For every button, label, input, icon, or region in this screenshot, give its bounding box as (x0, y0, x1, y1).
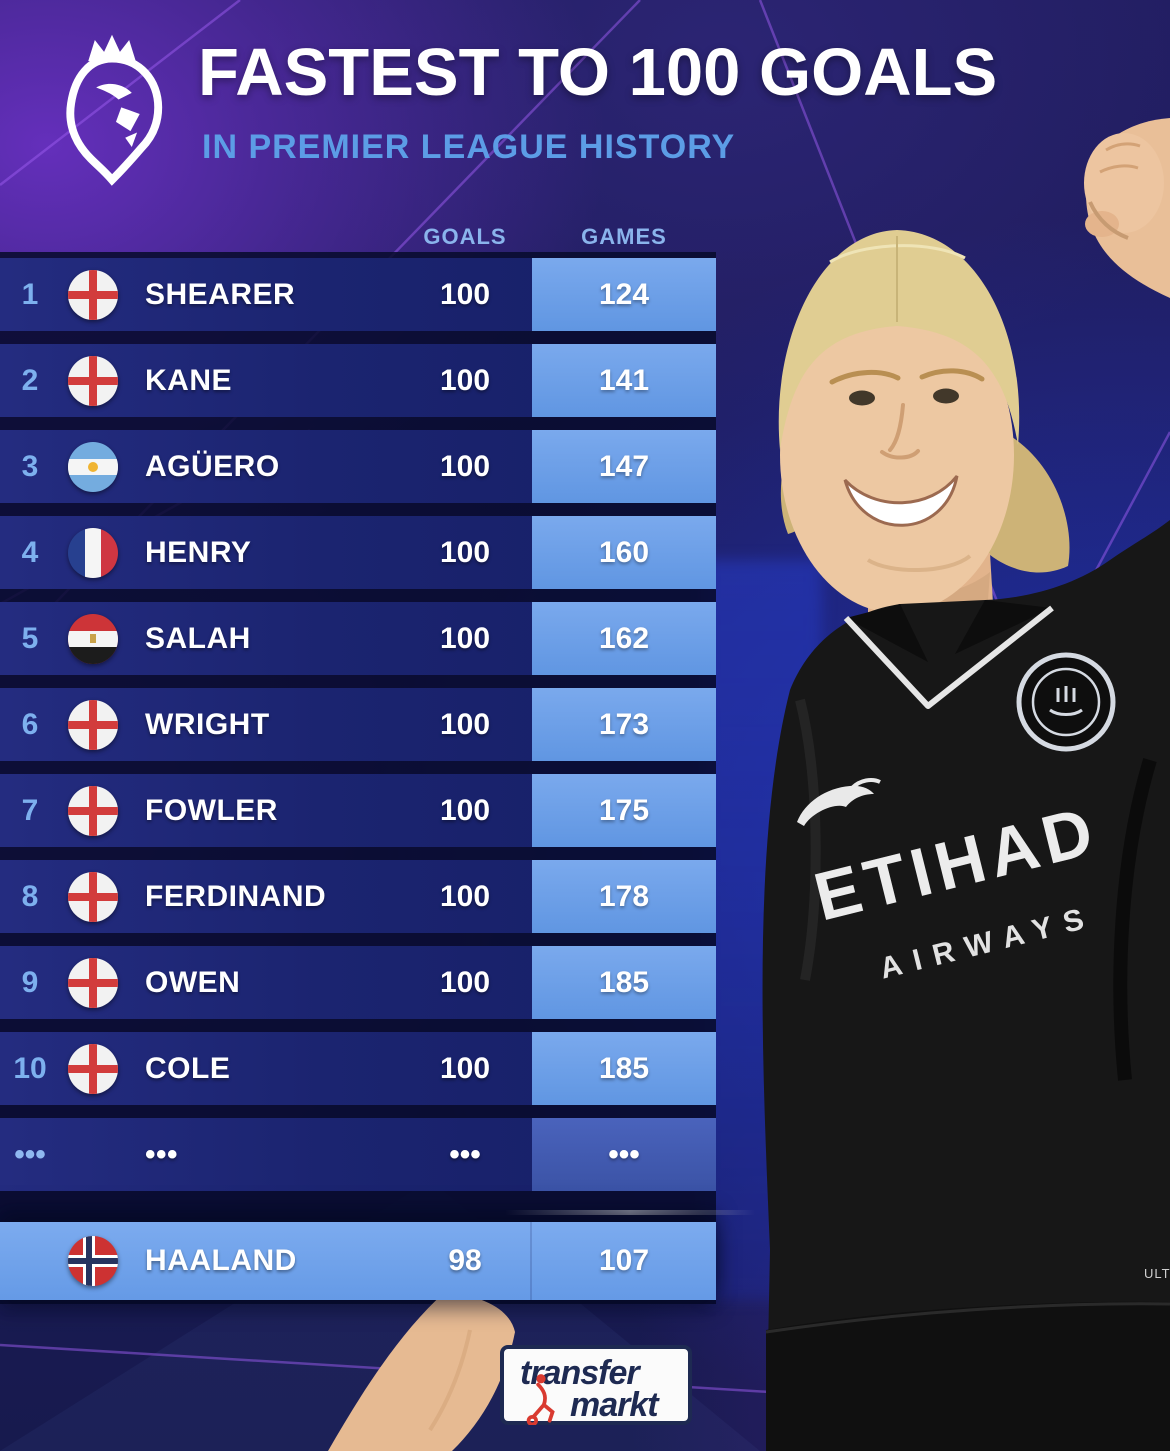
table-row: 10 COLE 100 185 (0, 1032, 716, 1105)
table-row: 9 OWEN 100 185 (0, 946, 716, 1019)
games-cell: 160 (532, 516, 716, 589)
table-row: 3 AGÜERO 100 147 (0, 430, 716, 503)
games-value: 173 (598, 707, 650, 741)
player-name: SALAH (145, 621, 251, 655)
puma-logo-icon (797, 778, 881, 826)
rank-value: ••• (14, 1137, 46, 1171)
games-cell: 124 (532, 258, 716, 331)
games-cell: 107 (530, 1222, 716, 1300)
player-name: ••• (145, 1137, 179, 1171)
transfermarkt-player-figure-icon (526, 1374, 555, 1425)
rank-value: 3 (21, 449, 39, 483)
rank-value: 1 (21, 277, 39, 311)
player-name: WRIGHT (145, 707, 270, 741)
player-name: AGÜERO (145, 449, 280, 483)
goals-value: 100 (439, 449, 491, 483)
table-row: 5 SALAH 100 162 (0, 602, 716, 675)
table-row-ellipsis: ••• ••• ••• ••• (0, 1118, 716, 1191)
england-flag-icon (68, 871, 118, 922)
rank-value: 4 (21, 535, 39, 569)
lower-arm (328, 1292, 515, 1451)
premier-league-lion-icon (66, 34, 163, 186)
games-cell: 141 (532, 344, 716, 417)
column-header-goals: GOALS (423, 224, 507, 249)
goals-value: ••• (449, 1137, 481, 1171)
games-cell: 185 (532, 946, 716, 1019)
page-title: FASTEST TO 100 GOALS (198, 35, 998, 110)
rank-value: 7 (21, 793, 39, 827)
goals-value: 100 (439, 879, 491, 913)
rank-value: 2 (21, 363, 39, 397)
player-name: KANE (145, 363, 233, 397)
goals-value: 100 (439, 363, 491, 397)
games-value: 185 (598, 965, 650, 999)
games-cell: 162 (532, 602, 716, 675)
player-name: HENRY (145, 535, 252, 569)
goals-value: 100 (439, 1051, 491, 1085)
player-name: FOWLER (145, 793, 278, 827)
player-name: OWEN (145, 965, 241, 999)
table-row: 6 WRIGHT 100 173 (0, 688, 716, 761)
games-cell: 175 (532, 774, 716, 847)
games-cell: 185 (532, 1032, 716, 1105)
goals-value: 100 (439, 277, 491, 311)
games-value: 124 (598, 277, 650, 311)
egypt-flag-icon (68, 613, 118, 664)
england-flag-icon (68, 355, 118, 406)
games-value: ••• (608, 1137, 640, 1171)
goals-value: 100 (439, 535, 491, 569)
goals-value: 100 (439, 707, 491, 741)
games-cell: 173 (532, 688, 716, 761)
table-row: 7 FOWLER 100 175 (0, 774, 716, 847)
goals-value: 100 (439, 793, 491, 827)
england-flag-icon (68, 785, 118, 836)
england-flag-icon (68, 269, 118, 320)
jersey-small-text: ULTR (1144, 1266, 1170, 1281)
england-flag-icon (68, 957, 118, 1008)
goals-value: 100 (439, 621, 491, 655)
transfermarkt-logo: transfer markt (500, 1345, 692, 1425)
france-flag-icon (68, 527, 118, 578)
brand-line2: markt (570, 1386, 659, 1424)
player-name: FERDINAND (145, 879, 327, 913)
table-row: 2 KANE 100 141 (0, 344, 716, 417)
table-row-haaland: HAALAND 98 107 (0, 1222, 716, 1300)
england-flag-icon (68, 699, 118, 750)
table-row: 1 SHEARER 100 124 (0, 258, 716, 331)
rank-value: 10 (13, 1051, 47, 1085)
player-name: HAALAND (145, 1244, 297, 1277)
games-value: 185 (598, 1051, 650, 1085)
manchester-city-crest-icon (1016, 652, 1116, 752)
rank-value: 9 (21, 965, 39, 999)
rank-value: 8 (21, 879, 39, 913)
photo-streak (505, 1210, 755, 1215)
england-flag-icon (68, 1043, 118, 1094)
games-value: 107 (598, 1244, 650, 1277)
argentina-flag-icon (68, 441, 118, 492)
player-name: SHEARER (145, 277, 296, 311)
goals-value: 98 (448, 1244, 482, 1277)
games-value: 160 (598, 535, 650, 569)
norway-flag-icon (68, 1236, 118, 1286)
table-row: 4 HENRY 100 160 (0, 516, 716, 589)
games-value: 175 (598, 793, 650, 827)
page-subtitle: IN PREMIER LEAGUE HISTORY (202, 128, 736, 166)
table-rows: 1 SHEARER 100 124 2 KANE 100 141 3 AGÜERO 100 147 4 H… (0, 258, 716, 1300)
rank-value: 6 (21, 707, 39, 741)
column-header-games: GAMES (581, 224, 667, 249)
table-row: 8 FERDINAND 100 178 (0, 860, 716, 933)
games-value: 178 (598, 879, 650, 913)
games-cell: ••• (532, 1118, 716, 1191)
rank-value: 5 (21, 621, 39, 655)
games-value: 147 (598, 449, 650, 483)
games-cell: 178 (532, 860, 716, 933)
games-value: 162 (598, 621, 650, 655)
raised-fist (1084, 118, 1170, 298)
games-value: 141 (598, 363, 650, 397)
goals-value: 100 (439, 965, 491, 999)
games-cell: 147 (532, 430, 716, 503)
player-name: COLE (145, 1051, 231, 1085)
